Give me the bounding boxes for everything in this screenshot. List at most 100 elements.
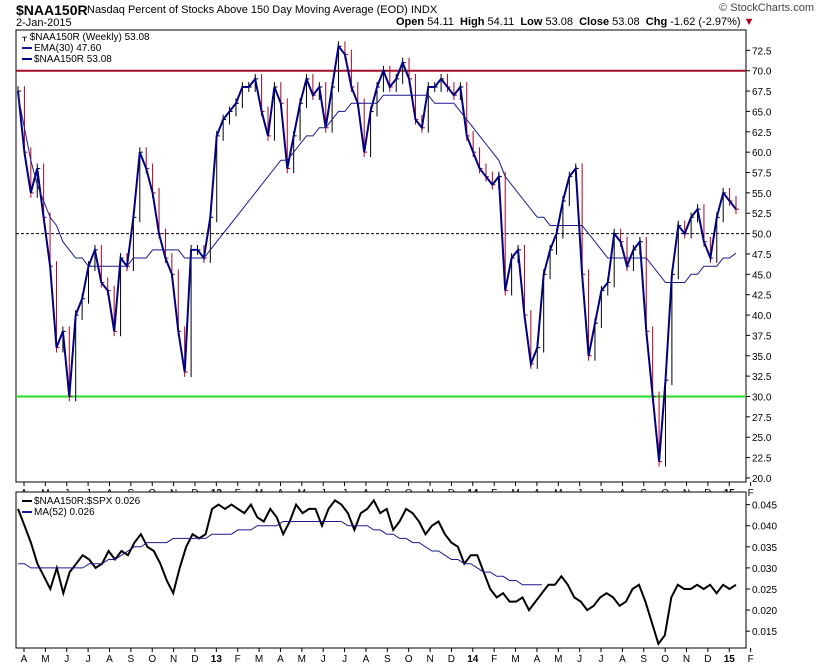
y-tick-label: 55.0 xyxy=(752,189,772,200)
low-label: Low xyxy=(520,16,543,28)
x-tick-label: J xyxy=(577,654,582,665)
ema-swatch-icon xyxy=(22,47,32,50)
x-tick-label: S xyxy=(640,654,647,665)
series-line-naa150rspx xyxy=(17,498,737,646)
x-tick-label: A xyxy=(106,654,113,665)
y-tick-label: 45.0 xyxy=(752,270,772,281)
open-value: 54.11 xyxy=(427,16,454,28)
x-tick-label: O xyxy=(148,654,156,665)
close-label: Close xyxy=(579,16,610,28)
legend-line: $NAA150R 53.08 xyxy=(22,54,112,65)
close-value: 53.08 xyxy=(612,16,640,28)
chg-value: -1.62 (-2.97%) xyxy=(670,16,741,28)
x-tick-label: N xyxy=(170,654,177,665)
y-tick-label: 20.0 xyxy=(752,474,772,485)
series-line-naa150r xyxy=(17,43,737,462)
x-tick-label: M xyxy=(41,654,49,665)
x-tick-label: O xyxy=(405,654,413,665)
x-tick-label: M xyxy=(255,654,263,665)
x-tick-label: J xyxy=(86,654,91,665)
x-tick-label: A xyxy=(534,654,541,665)
legend-ma-label: MA(52) 0.026 xyxy=(34,507,95,518)
x-tick-label: J xyxy=(64,654,69,665)
x-tick-label: F xyxy=(748,654,754,665)
legend-ratio-label: $NAA150R:$SPX 0.026 xyxy=(34,496,141,507)
y-tick-label: 57.5 xyxy=(752,169,772,180)
legend-main-label: $NAA150R (Weekly) 53.08 xyxy=(29,32,150,43)
y-tick-label: 0.030 xyxy=(752,564,777,575)
down-arrow-icon: ▼ xyxy=(743,16,755,28)
chg-label: Chg xyxy=(645,16,668,28)
x-tick-label: A xyxy=(277,654,284,665)
x-tick-label: F xyxy=(748,488,754,499)
x-tick-label: D xyxy=(448,654,455,665)
y-tick-label: 0.025 xyxy=(752,585,777,596)
chart-date: 2-Jan-2015 xyxy=(16,17,72,29)
x-tick-label: A xyxy=(363,654,370,665)
chart-description: Nasdaq Percent of Stocks Above 150 Day M… xyxy=(87,4,437,16)
y-tick-label: 62.5 xyxy=(752,128,772,139)
x-tick-label: O xyxy=(661,654,669,665)
legend-ma: MA(52) 0.026 xyxy=(22,507,95,518)
y-tick-label: 60.0 xyxy=(752,148,772,159)
y-tick-label: 70.0 xyxy=(752,67,772,78)
y-tick-label: 65.0 xyxy=(752,107,772,118)
low-value: 53.08 xyxy=(545,16,573,28)
legend-ratio: $NAA150R:$SPX 0.026 xyxy=(22,496,140,507)
y-tick-label: 52.5 xyxy=(752,209,772,220)
y-tick-label: 42.5 xyxy=(752,291,772,302)
panel-frame-1 xyxy=(15,491,747,649)
y-tick-label: 32.5 xyxy=(752,372,772,383)
y-tick-label: 0.020 xyxy=(752,606,777,617)
x-tick-label: D xyxy=(704,654,711,665)
line-swatch-icon xyxy=(22,58,32,61)
open-label: Open xyxy=(396,16,425,28)
x-tick-label: J xyxy=(342,654,347,665)
high-value: 54.11 xyxy=(487,16,515,28)
x-tick-label: S xyxy=(384,654,391,665)
y-tick-label: 67.5 xyxy=(752,87,772,98)
x-tick-label: J xyxy=(599,654,604,665)
y-tick-label: 30.0 xyxy=(752,392,772,403)
y-tick-label: 0.015 xyxy=(752,627,777,638)
exchange-label: INDX xyxy=(410,4,438,16)
x-tick-label: F xyxy=(491,654,497,665)
y-tick-label: 37.5 xyxy=(752,331,772,342)
legend-main: ᚁ $NAA150R (Weekly) 53.08 xyxy=(22,32,150,43)
y-tick-label: 35.0 xyxy=(752,352,772,363)
y-tick-label: 40.0 xyxy=(752,311,772,322)
y-tick-label: 25.0 xyxy=(752,433,772,444)
ma-swatch-icon xyxy=(22,511,32,514)
legend-ema: EMA(30) 47.60 xyxy=(22,43,101,54)
x-tick-label: N xyxy=(426,654,433,665)
copyright: © StockCharts.com xyxy=(719,2,814,14)
series-line-ma52 xyxy=(18,521,542,586)
y-tick-label: 47.5 xyxy=(752,250,772,261)
chart-symbol: $NAA150R xyxy=(16,2,88,18)
ohlc-readout: Open 54.11 High 54.11 Low 53.08 Close 53… xyxy=(396,16,755,28)
y-tick-label: 72.5 xyxy=(752,46,772,57)
series-line-ema30 xyxy=(17,94,737,283)
x-tick-label: 15 xyxy=(724,654,736,665)
x-tick-label: D xyxy=(191,654,198,665)
x-tick-label: M xyxy=(298,654,306,665)
x-tick-label: M xyxy=(554,654,562,665)
y-tick-label: 0.040 xyxy=(752,522,777,533)
legend-line-label: $NAA150R 53.08 xyxy=(34,54,112,65)
high-label: High xyxy=(460,16,485,28)
x-tick-label: 14 xyxy=(467,654,479,665)
x-tick-label: A xyxy=(619,654,626,665)
ratio-swatch-icon xyxy=(22,500,32,503)
y-tick-label: 50.0 xyxy=(752,230,772,241)
x-tick-label: N xyxy=(683,654,690,665)
x-tick-label: 13 xyxy=(211,654,223,665)
x-tick-label: J xyxy=(321,654,326,665)
y-tick-label: 22.5 xyxy=(752,454,772,465)
x-tick-label: S xyxy=(128,654,135,665)
y-tick-label: 0.035 xyxy=(752,543,777,554)
bar-icon: ᚁ xyxy=(22,32,27,43)
y-tick-label: 27.5 xyxy=(752,413,772,424)
legend-ema-label: EMA(30) 47.60 xyxy=(34,43,102,54)
